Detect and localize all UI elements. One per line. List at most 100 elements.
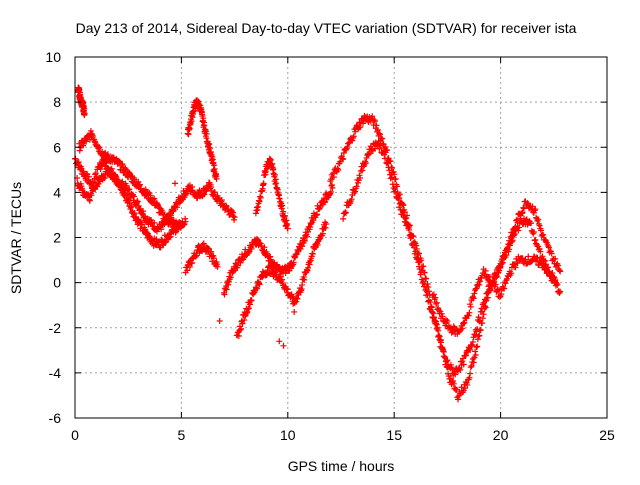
- y-tick-label: 8: [53, 94, 61, 110]
- data-point-track-h: [418, 269, 425, 276]
- data-point-track-g: [474, 343, 481, 350]
- data-point-track-b: [103, 160, 110, 167]
- data-point-track-b: [143, 229, 150, 236]
- data-point-low-arc: [210, 255, 217, 262]
- y-tick-label: -2: [49, 320, 62, 336]
- y-tick-label: 6: [53, 139, 61, 155]
- data-point-track-h: [357, 174, 364, 181]
- data-point-track-g: [372, 118, 379, 125]
- data-point-mid-peak: [200, 115, 207, 122]
- data-point-track-i: [467, 303, 474, 310]
- data-point-track-h: [438, 336, 445, 343]
- data-point-track-h: [437, 337, 444, 344]
- data-point-track-i: [433, 300, 440, 307]
- data-point-track-i: [467, 301, 474, 308]
- data-point-track-i: [476, 281, 483, 288]
- data-point-track-h: [468, 342, 475, 349]
- data-point-track-h: [462, 352, 469, 359]
- data-point-track-i: [430, 291, 437, 298]
- data-point-track-f: [256, 198, 263, 205]
- data-point-track-g: [467, 370, 474, 377]
- data-point-track-a: [151, 219, 158, 226]
- data-point-track-i: [486, 273, 493, 280]
- data-point-outlier: [276, 338, 283, 345]
- data-point-track-f: [284, 225, 291, 232]
- data-point-track-h: [530, 229, 537, 236]
- data-point-track-b: [88, 192, 95, 199]
- data-point-track-d: [223, 286, 230, 293]
- data-marks: [72, 84, 564, 403]
- data-point-mid-peak: [211, 165, 218, 172]
- data-point-track-g: [469, 355, 476, 362]
- data-point-track-i: [496, 294, 503, 301]
- data-point-track-d: [255, 236, 262, 243]
- data-point-track-h: [484, 290, 491, 297]
- data-point-track-h: [363, 154, 370, 161]
- data-point-track-h: [377, 142, 384, 149]
- data-point-track-f: [279, 202, 286, 209]
- data-point-track-a: [194, 194, 201, 201]
- data-point-track-h: [387, 175, 394, 182]
- data-point-track-h: [411, 244, 418, 251]
- data-point-track-i: [544, 264, 551, 271]
- data-point-track-i: [525, 253, 532, 260]
- data-point-track-g: [536, 222, 543, 229]
- data-point-track-d: [267, 256, 274, 263]
- data-point-track-e: [239, 320, 246, 327]
- data-point-track-g: [376, 130, 383, 137]
- data-point-track-h: [460, 361, 467, 368]
- data-point-track-e: [245, 305, 252, 312]
- data-point-track-h: [384, 160, 391, 167]
- data-point-track-h: [459, 358, 466, 365]
- data-point-track-i: [433, 299, 440, 306]
- data-point-track-h: [443, 358, 450, 365]
- data-point-track-d: [314, 211, 321, 218]
- axes: 0 5 10 15 20 25 -6 -4 -2 0 2 4 6 8 10: [45, 49, 615, 443]
- data-point-track-g: [450, 378, 457, 385]
- data-point-track-d: [322, 198, 329, 205]
- data-point-track-f: [272, 171, 279, 178]
- data-point-mid-peak: [188, 118, 195, 125]
- data-point-track-i: [546, 269, 553, 276]
- data-point-low-arc: [208, 248, 215, 255]
- data-point-mid-peak: [201, 122, 208, 129]
- data-point-track-h: [482, 298, 489, 305]
- data-point-track-h: [389, 181, 396, 188]
- data-point-track-g: [340, 156, 347, 163]
- data-point-track-i: [469, 293, 476, 300]
- data-point-track-i: [540, 262, 547, 269]
- data-point-track-a: [134, 198, 141, 205]
- x-tick-label: 25: [599, 427, 615, 443]
- data-point-track-g: [475, 333, 482, 340]
- data-point-track-a: [131, 193, 138, 200]
- data-point-track-a: [158, 226, 165, 233]
- data-point-track-g: [357, 124, 364, 131]
- data-point-track-e: [256, 281, 263, 288]
- data-point-track-b: [122, 190, 129, 197]
- data-point-track-f: [257, 194, 264, 201]
- data-point-track-g: [369, 113, 376, 120]
- data-point-track-i: [473, 285, 480, 292]
- data-point-track-h: [511, 231, 518, 238]
- data-point-track-h: [469, 341, 476, 348]
- data-point-track-g: [374, 126, 381, 133]
- data-point-track-e: [294, 295, 301, 302]
- data-point-track-h: [404, 221, 411, 228]
- data-point-track-h: [439, 344, 446, 351]
- data-point-track-h: [511, 231, 518, 238]
- data-point-track-g: [350, 133, 357, 140]
- x-tick-label: 5: [178, 427, 186, 443]
- data-point-track-i: [556, 289, 563, 296]
- data-point-track-i: [489, 277, 496, 284]
- data-point-track-g: [513, 216, 520, 223]
- data-point-track-h: [493, 274, 500, 281]
- data-point-track-h: [452, 371, 459, 378]
- data-point-track-h: [356, 172, 363, 179]
- data-point-track-a: [231, 214, 238, 221]
- data-point-track-g: [519, 209, 526, 216]
- data-point-track-d: [303, 233, 310, 240]
- data-point-track-g: [542, 238, 549, 245]
- data-point-track-h: [516, 224, 523, 231]
- data-point-track-e: [237, 325, 244, 332]
